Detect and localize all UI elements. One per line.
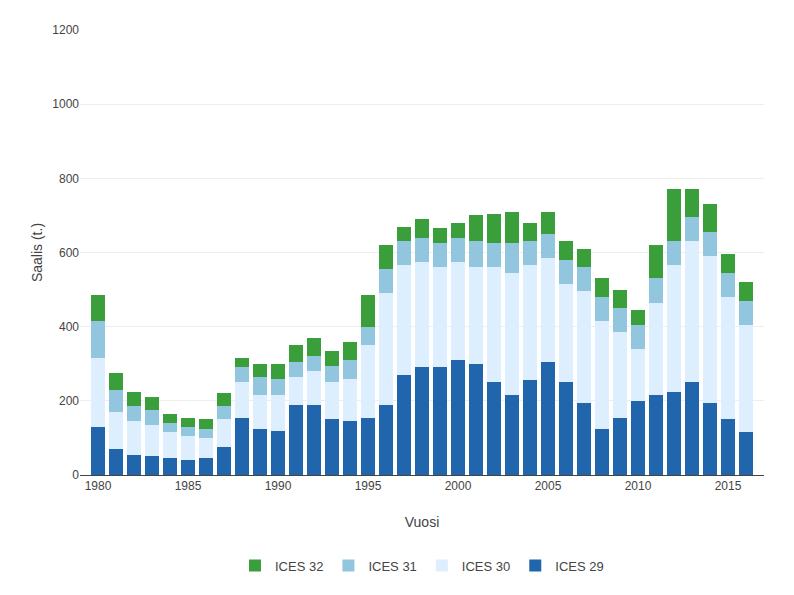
- svg-text:2005: 2005: [535, 479, 562, 493]
- svg-text:Saalis (t.): Saalis (t.): [29, 223, 45, 282]
- svg-text:0: 0: [72, 468, 79, 482]
- svg-text:ICES 29: ICES 29: [555, 559, 603, 574]
- svg-text:1980: 1980: [85, 479, 112, 493]
- svg-text:1000: 1000: [52, 97, 79, 111]
- svg-text:600: 600: [59, 246, 79, 260]
- svg-text:1200: 1200: [52, 23, 79, 37]
- svg-text:ICES 31: ICES 31: [368, 559, 416, 574]
- svg-text:200: 200: [59, 394, 79, 408]
- svg-text:2000: 2000: [445, 479, 472, 493]
- svg-text:800: 800: [59, 172, 79, 186]
- svg-text:ICES 30: ICES 30: [462, 559, 510, 574]
- svg-text:400: 400: [59, 320, 79, 334]
- svg-text:ICES 32: ICES 32: [275, 559, 323, 574]
- svg-text:2010: 2010: [625, 479, 652, 493]
- svg-text:2015: 2015: [715, 479, 742, 493]
- svg-text:1985: 1985: [175, 479, 202, 493]
- svg-text:1995: 1995: [355, 479, 382, 493]
- svg-text:1990: 1990: [265, 479, 292, 493]
- svg-text:Vuosi: Vuosi: [405, 514, 440, 530]
